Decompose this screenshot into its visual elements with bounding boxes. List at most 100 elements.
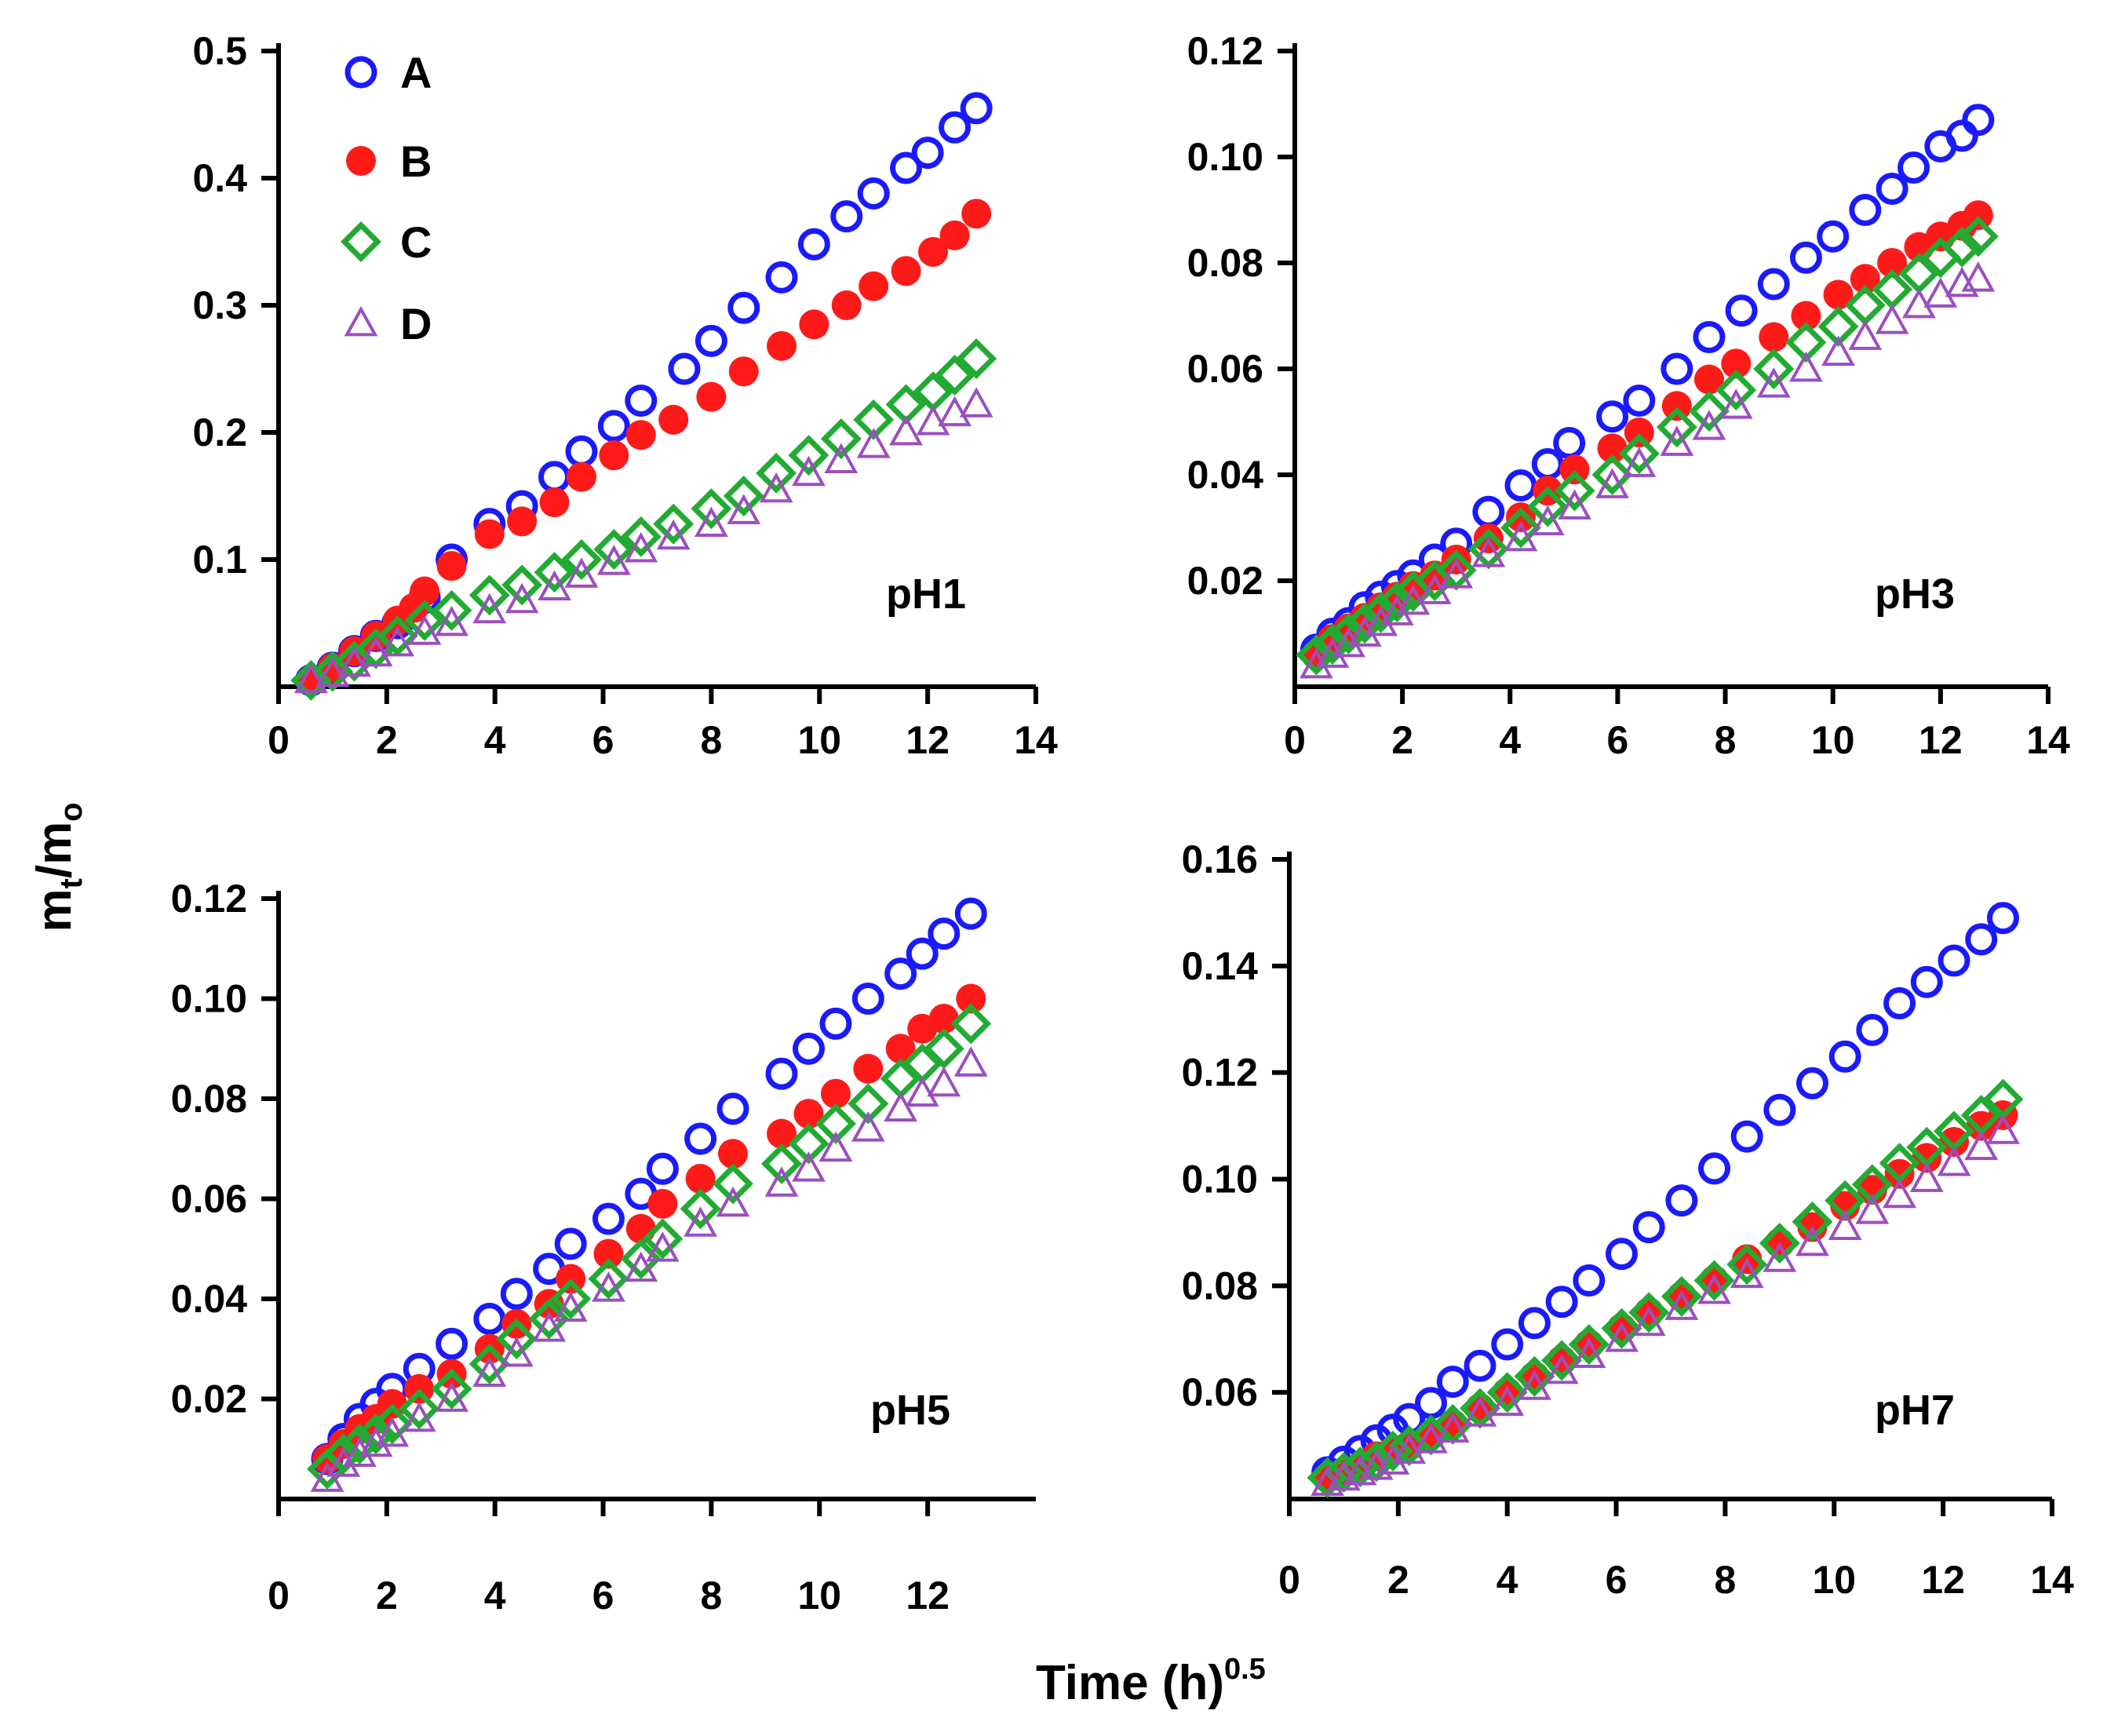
data-point-A bbox=[1817, 220, 1850, 253]
x-axis-label-exponent: 0.5 bbox=[1224, 1653, 1266, 1686]
data-point-C bbox=[1817, 306, 1859, 347]
data-point-D bbox=[1347, 616, 1382, 647]
data-point-C bbox=[923, 1028, 964, 1070]
data-point-C bbox=[1726, 1244, 1768, 1286]
data-point-C bbox=[788, 435, 829, 476]
data-point-A bbox=[1910, 965, 1943, 998]
data-point-C bbox=[723, 476, 764, 516]
data-point-A bbox=[500, 1278, 533, 1311]
data-point-D bbox=[856, 428, 891, 458]
data-point-A bbox=[906, 937, 939, 970]
data-point-D bbox=[1518, 1369, 1551, 1400]
data-point-C bbox=[934, 355, 975, 396]
data-point-C bbox=[431, 1368, 472, 1410]
legend-marker-A bbox=[344, 56, 377, 89]
legend-item-D: D bbox=[344, 299, 432, 348]
data-point-A bbox=[793, 1032, 825, 1065]
data-point-D bbox=[1364, 605, 1398, 636]
data-point-A bbox=[1491, 1328, 1524, 1361]
data-point-D bbox=[1605, 1322, 1639, 1352]
data-point-D bbox=[1315, 637, 1350, 668]
data-point-C bbox=[653, 503, 694, 545]
x-tick-label: 10 bbox=[797, 1574, 841, 1617]
series-D bbox=[310, 1046, 988, 1492]
data-point-D bbox=[1417, 574, 1452, 604]
data-point-A bbox=[1937, 944, 1970, 977]
data-point-A bbox=[1897, 151, 1930, 184]
data-point-A bbox=[857, 177, 890, 210]
legend-label: A bbox=[400, 48, 432, 97]
data-point-D bbox=[1692, 410, 1726, 440]
data-point-C bbox=[1753, 348, 1795, 389]
data-point-D bbox=[1380, 595, 1414, 625]
data-point-D bbox=[1875, 304, 1909, 334]
data-point-D bbox=[1622, 447, 1657, 477]
data-point-D bbox=[1795, 1225, 1829, 1256]
data-point-D bbox=[645, 1231, 680, 1262]
x-tick-label: 6 bbox=[1606, 1558, 1628, 1602]
y-tick-label: 0.06 bbox=[1187, 347, 1263, 391]
data-point-A bbox=[1945, 119, 1978, 152]
data-point-B bbox=[1850, 264, 1880, 294]
data-point-A bbox=[1730, 1120, 1763, 1153]
data-point-A bbox=[1606, 1238, 1639, 1271]
data-point-D bbox=[359, 636, 393, 667]
legend-label: B bbox=[400, 137, 432, 186]
data-point-A bbox=[1665, 1184, 1698, 1217]
data-point-A bbox=[646, 1152, 679, 1185]
data-point-A bbox=[911, 137, 944, 170]
data-point-D bbox=[435, 605, 468, 636]
data-point-C bbox=[561, 539, 602, 580]
data-point-C bbox=[431, 589, 472, 631]
y-tick-label: 0.04 bbox=[171, 1277, 248, 1321]
data-point-A bbox=[538, 461, 571, 494]
data-point-C bbox=[1792, 1201, 1833, 1242]
x-tick-label: 10 bbox=[1812, 1558, 1856, 1602]
data-point-B bbox=[1624, 418, 1654, 447]
data-point-D bbox=[1763, 1242, 1797, 1272]
data-point-B bbox=[507, 506, 538, 537]
data-point-A bbox=[668, 352, 701, 385]
x-tick-label: 12 bbox=[1921, 1558, 1965, 1602]
data-point-C bbox=[1759, 1223, 1800, 1264]
data-point-D bbox=[727, 494, 761, 524]
data-point-D bbox=[472, 1356, 507, 1388]
data-point-D bbox=[1664, 1289, 1699, 1320]
data-point-D bbox=[1909, 1162, 1944, 1192]
data-point-B bbox=[1666, 1281, 1697, 1311]
data-point-C bbox=[620, 516, 662, 557]
data-point-D bbox=[884, 1091, 918, 1122]
data-point-C bbox=[1715, 370, 1757, 410]
x-tick-label: 10 bbox=[797, 718, 841, 762]
data-point-D bbox=[1332, 626, 1365, 658]
y-tick-label: 0.4 bbox=[192, 156, 247, 200]
panel-ph3: 0 2 4 6 8 10 12 14 0.02 0.04 0.06 0.08 0.10 0.12 pH3 bbox=[1187, 29, 2070, 762]
data-point-B bbox=[793, 1099, 824, 1129]
data-point-C bbox=[588, 1258, 629, 1300]
data-point-C bbox=[1941, 226, 1983, 268]
data-point-A bbox=[1965, 923, 1998, 956]
series-D bbox=[1310, 1114, 2020, 1497]
data-point-D bbox=[851, 1111, 885, 1142]
data-point-A bbox=[1464, 1349, 1496, 1382]
data-point-A bbox=[1849, 194, 1882, 226]
data-point-A bbox=[1531, 448, 1564, 480]
data-point-D bbox=[1937, 1146, 1971, 1176]
data-point-D bbox=[792, 1151, 826, 1182]
data-point-B bbox=[474, 519, 505, 549]
data-point-C bbox=[468, 574, 510, 616]
data-point-D bbox=[1789, 351, 1823, 382]
data-point-D bbox=[938, 396, 972, 427]
data-point-C bbox=[1591, 454, 1633, 495]
data-point-D bbox=[1490, 1385, 1525, 1417]
y-tick-label: 0.12 bbox=[1182, 1051, 1258, 1095]
data-point-D bbox=[407, 615, 442, 645]
data-point-B bbox=[1939, 1126, 1970, 1157]
data-point-A bbox=[684, 1122, 717, 1155]
y-axis-label-sub-t: t bbox=[54, 878, 89, 888]
x-tick-label: 8 bbox=[1715, 718, 1737, 762]
data-point-A bbox=[1436, 1366, 1469, 1399]
data-point-B bbox=[928, 1004, 959, 1034]
data-point-A bbox=[1472, 495, 1505, 528]
